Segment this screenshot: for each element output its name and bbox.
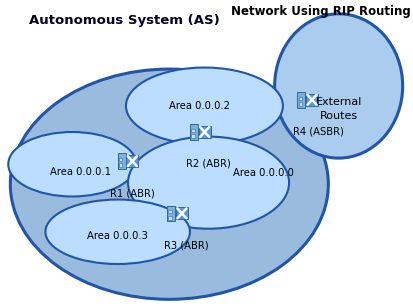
Ellipse shape bbox=[275, 14, 403, 158]
Bar bbox=[191, 129, 195, 132]
Ellipse shape bbox=[10, 69, 328, 299]
Ellipse shape bbox=[8, 132, 136, 196]
Text: R3 (ABR): R3 (ABR) bbox=[164, 240, 208, 250]
Bar bbox=[118, 154, 126, 169]
Bar bbox=[306, 94, 318, 106]
Bar bbox=[126, 155, 138, 167]
Bar bbox=[297, 92, 305, 107]
Text: R4 (ASBR): R4 (ASBR) bbox=[292, 126, 344, 137]
Text: Area 0.0.0.1: Area 0.0.0.1 bbox=[50, 167, 111, 177]
Text: R1 (ABR): R1 (ABR) bbox=[110, 188, 154, 198]
Text: Area 0.0.0.2: Area 0.0.0.2 bbox=[169, 101, 230, 111]
Bar bbox=[299, 97, 302, 100]
Ellipse shape bbox=[45, 200, 190, 264]
Ellipse shape bbox=[126, 68, 283, 144]
Text: R2 (ABR): R2 (ABR) bbox=[186, 159, 231, 169]
Bar bbox=[199, 126, 211, 138]
Bar bbox=[176, 207, 188, 220]
Bar bbox=[119, 164, 122, 167]
Text: Area 0.0.0.0: Area 0.0.0.0 bbox=[233, 169, 294, 178]
Text: Autonomous System (AS): Autonomous System (AS) bbox=[29, 14, 220, 27]
Bar bbox=[169, 216, 172, 220]
Bar bbox=[299, 102, 302, 106]
Bar bbox=[167, 206, 175, 221]
Bar bbox=[169, 210, 172, 213]
Text: Area 0.0.0.3: Area 0.0.0.3 bbox=[87, 231, 147, 241]
Ellipse shape bbox=[128, 137, 289, 229]
Bar bbox=[119, 158, 122, 161]
Text: Network Using RIP Routing: Network Using RIP Routing bbox=[231, 5, 411, 17]
Bar bbox=[190, 124, 198, 140]
Text: External
Routes: External Routes bbox=[316, 97, 362, 121]
Bar bbox=[191, 134, 195, 138]
